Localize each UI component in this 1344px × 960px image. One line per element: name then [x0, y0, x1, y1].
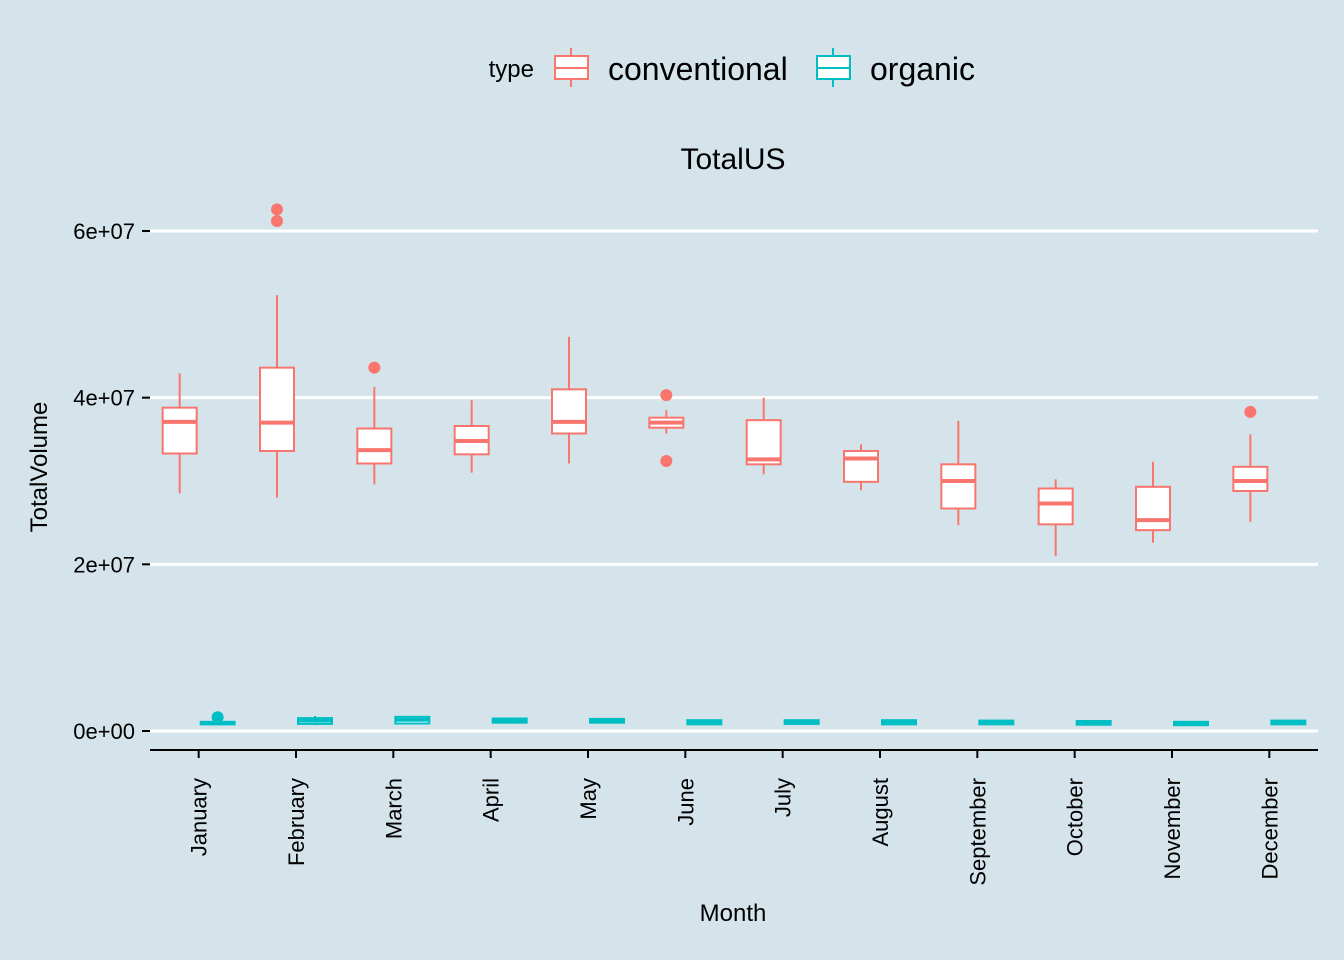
- box-iqr: [356, 427, 393, 465]
- box-organic-december: [1270, 719, 1307, 726]
- outlier-point: [1244, 405, 1257, 418]
- x-tick-label: January: [187, 778, 212, 856]
- x-axis: January February March April May June July Augu…: [150, 749, 1318, 886]
- boxplots: [161, 203, 1307, 727]
- box-organic-january: [199, 711, 236, 726]
- x-tick-label: March: [381, 778, 406, 839]
- y-axis: 0e+00 2e+07 4e+07 6e+07: [73, 219, 150, 744]
- box-iqr: [259, 366, 295, 452]
- legend-label-conventional: conventional: [608, 51, 788, 87]
- legend-label-organic: organic: [870, 51, 975, 87]
- box-iqr: [1232, 465, 1269, 493]
- box-iqr: [161, 406, 198, 455]
- box-iqr: [551, 388, 587, 435]
- box-conventional-december: [1232, 405, 1269, 522]
- box-iqr: [843, 450, 879, 483]
- box-organic-may: [589, 717, 625, 724]
- box-iqr: [940, 463, 977, 510]
- legend-key-organic: [816, 48, 851, 87]
- outlier-point: [660, 455, 673, 467]
- box-organic-july: [783, 719, 820, 725]
- box-organic-june: [686, 719, 723, 726]
- box-conventional-november: [1135, 461, 1171, 543]
- box-organic-august: [881, 719, 917, 726]
- x-tick-label: June: [673, 778, 698, 826]
- x-tick-label: August: [868, 778, 893, 847]
- facet-title: TotalUS: [680, 143, 785, 176]
- outlier-point: [211, 711, 224, 724]
- outlier-point: [660, 389, 673, 402]
- box-conventional-july: [745, 397, 782, 475]
- x-tick-label: December: [1257, 778, 1282, 879]
- x-tick-label: November: [1160, 778, 1185, 879]
- y-axis-title: TotalVolume: [26, 402, 53, 533]
- box-organic-october: [1075, 720, 1112, 726]
- legend-title: type: [489, 56, 534, 83]
- box-conventional-september: [940, 421, 977, 526]
- x-axis-title: Month: [700, 900, 767, 927]
- box-conventional-march: [356, 361, 393, 485]
- box-organic-february: [297, 716, 333, 726]
- box-conventional-june: [648, 389, 685, 467]
- outlier-point: [368, 361, 381, 374]
- y-tick-label: 6e+07: [73, 219, 135, 244]
- y-tick-label: 4e+07: [73, 386, 135, 411]
- y-tick-label: 0e+00: [73, 719, 135, 744]
- legend-key-conventional: [554, 48, 589, 87]
- box-organic-april: [491, 717, 528, 724]
- box-conventional-january: [161, 373, 198, 494]
- box-iqr: [1135, 485, 1171, 532]
- legend: type conventional organic: [489, 48, 975, 87]
- box-conventional-august: [843, 444, 879, 491]
- box-conventional-february: [259, 203, 295, 498]
- outlier-point: [271, 215, 283, 227]
- outlier-point: [271, 203, 283, 216]
- x-tick-label: April: [479, 778, 504, 822]
- x-tick-label: October: [1063, 778, 1088, 856]
- box-iqr: [745, 419, 782, 466]
- box-conventional-october: [1037, 479, 1074, 556]
- box-organic-november: [1173, 720, 1209, 727]
- box-iqr: [1037, 487, 1074, 526]
- x-tick-label: February: [284, 778, 309, 866]
- x-tick-label: May: [576, 778, 601, 820]
- box-conventional-may: [551, 336, 587, 464]
- box-conventional-april: [453, 400, 490, 473]
- box-organic-september: [978, 719, 1015, 726]
- y-tick-label: 2e+07: [73, 552, 135, 577]
- x-tick-label: July: [771, 778, 796, 817]
- gridlines: [150, 229, 1318, 733]
- box-organic-march: [394, 715, 431, 725]
- x-tick-label: September: [965, 778, 990, 886]
